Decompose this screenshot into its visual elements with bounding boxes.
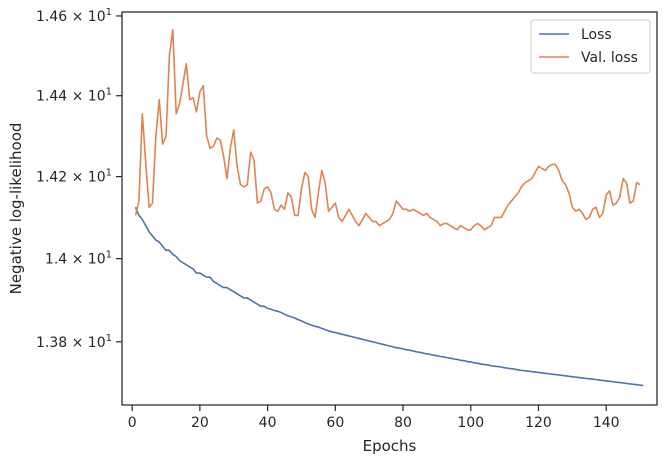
y-axis-label: Negative log-likelihood (7, 123, 25, 295)
legend-label-loss: Loss (581, 27, 612, 43)
x-tick-label: 20 (191, 415, 209, 431)
y-axis-ticks: 1.38 × 101 1.4 × 101 1.42 × 101 1.44 × 101 1… (36, 7, 122, 351)
series-layer (134, 29, 644, 387)
x-axis-ticks: 0 20 40 60 80 100 120 140 (128, 405, 620, 431)
y-tick-label: 1.38 × 101 (36, 333, 112, 351)
legend: Loss Val. loss (530, 19, 651, 74)
x-tick-label: 100 (457, 415, 484, 431)
y-tick-label: 1.44 × 101 (36, 87, 112, 105)
series-line-val-loss (134, 29, 641, 231)
x-tick-label: 40 (259, 415, 277, 431)
series-line-loss (134, 206, 644, 387)
x-tick-label: 80 (394, 415, 412, 431)
x-tick-label: 120 (525, 415, 552, 431)
y-tick-label: 1.42 × 101 (36, 168, 112, 186)
y-tick-label: 1.4 × 101 (45, 250, 112, 268)
legend-label-val-loss: Val. loss (581, 50, 638, 66)
x-axis-label: Epochs (363, 437, 417, 455)
plot-frame (121, 11, 658, 406)
y-tick-label: 1.46 × 101 (36, 7, 112, 25)
x-tick-label: 0 (128, 415, 137, 431)
x-tick-label: 60 (326, 415, 344, 431)
x-tick-label: 140 (593, 415, 620, 431)
